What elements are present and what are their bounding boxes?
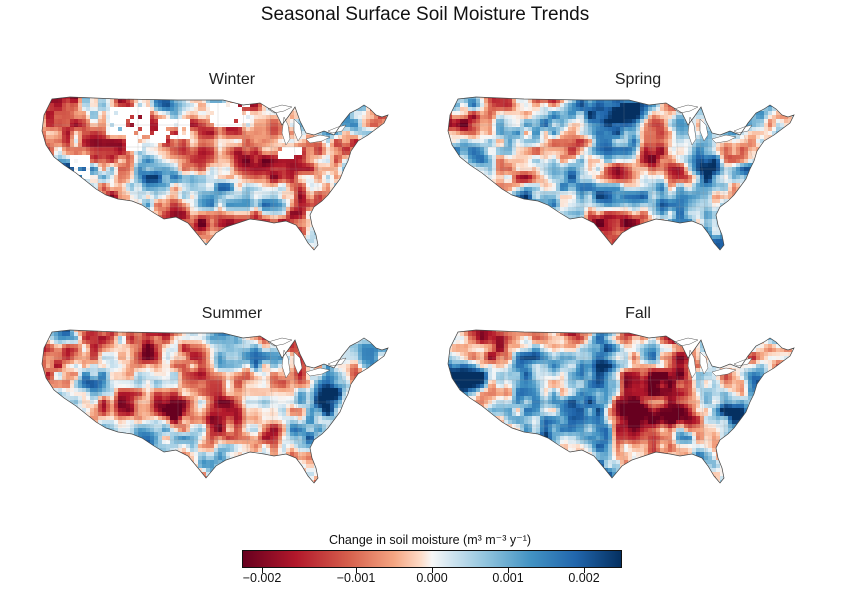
great-lake — [733, 124, 753, 134]
great-lake — [733, 357, 753, 367]
us-outline — [41, 329, 389, 484]
map-summer — [41, 329, 389, 484]
great-lake — [281, 349, 291, 379]
great-lake — [687, 116, 697, 146]
colorbar-tick — [584, 568, 585, 573]
colorbar-tick — [356, 568, 357, 573]
panel-title-winter: Winter — [208, 71, 256, 88]
colorbar-tick — [262, 568, 263, 573]
colorbar-tick — [432, 568, 433, 573]
great-lake — [267, 104, 293, 114]
great-lake — [711, 134, 737, 144]
great-lake — [305, 134, 331, 144]
great-lake — [673, 337, 699, 347]
great-lake — [293, 118, 303, 142]
great-lake — [711, 367, 737, 377]
colorbar-tick-label: 0.001 — [492, 571, 524, 585]
us-outline — [447, 329, 795, 484]
great-lake — [687, 349, 697, 379]
us-outline — [41, 96, 389, 251]
colorbar-tick — [508, 568, 509, 573]
great-lake — [267, 337, 293, 347]
colorbar-tick-label: 0.002 — [568, 571, 600, 585]
great-lake — [327, 124, 347, 134]
great-lake — [699, 351, 709, 375]
great-lake — [281, 116, 291, 146]
colorbar-tick-label: −0.002 — [242, 571, 282, 585]
great-lake — [699, 118, 709, 142]
great-lake — [293, 351, 303, 375]
panel-title-fall: Fall — [625, 305, 651, 322]
colorbar-tick-label: −0.001 — [336, 571, 376, 585]
soil-moisture-raster — [42, 97, 388, 250]
us-outline — [447, 96, 795, 251]
colorbar-tick-label: 0.000 — [416, 571, 448, 585]
soil-moisture-raster — [42, 330, 388, 483]
soil-moisture-raster — [448, 330, 794, 483]
great-lake — [673, 104, 699, 114]
colorbar — [242, 550, 622, 568]
colorbar-label: Change in soil moisture (m³ m⁻³ y⁻¹) — [328, 533, 532, 547]
panel-title-spring: Spring — [614, 71, 662, 88]
great-lake — [305, 367, 331, 377]
map-winter — [41, 96, 389, 251]
figure-title: Seasonal Surface Soil Moisture Trends — [260, 4, 590, 25]
great-lake — [327, 357, 347, 367]
map-fall — [447, 329, 795, 484]
soil-moisture-raster — [448, 97, 794, 250]
map-spring — [447, 96, 795, 251]
panel-title-summer: Summer — [201, 305, 263, 322]
